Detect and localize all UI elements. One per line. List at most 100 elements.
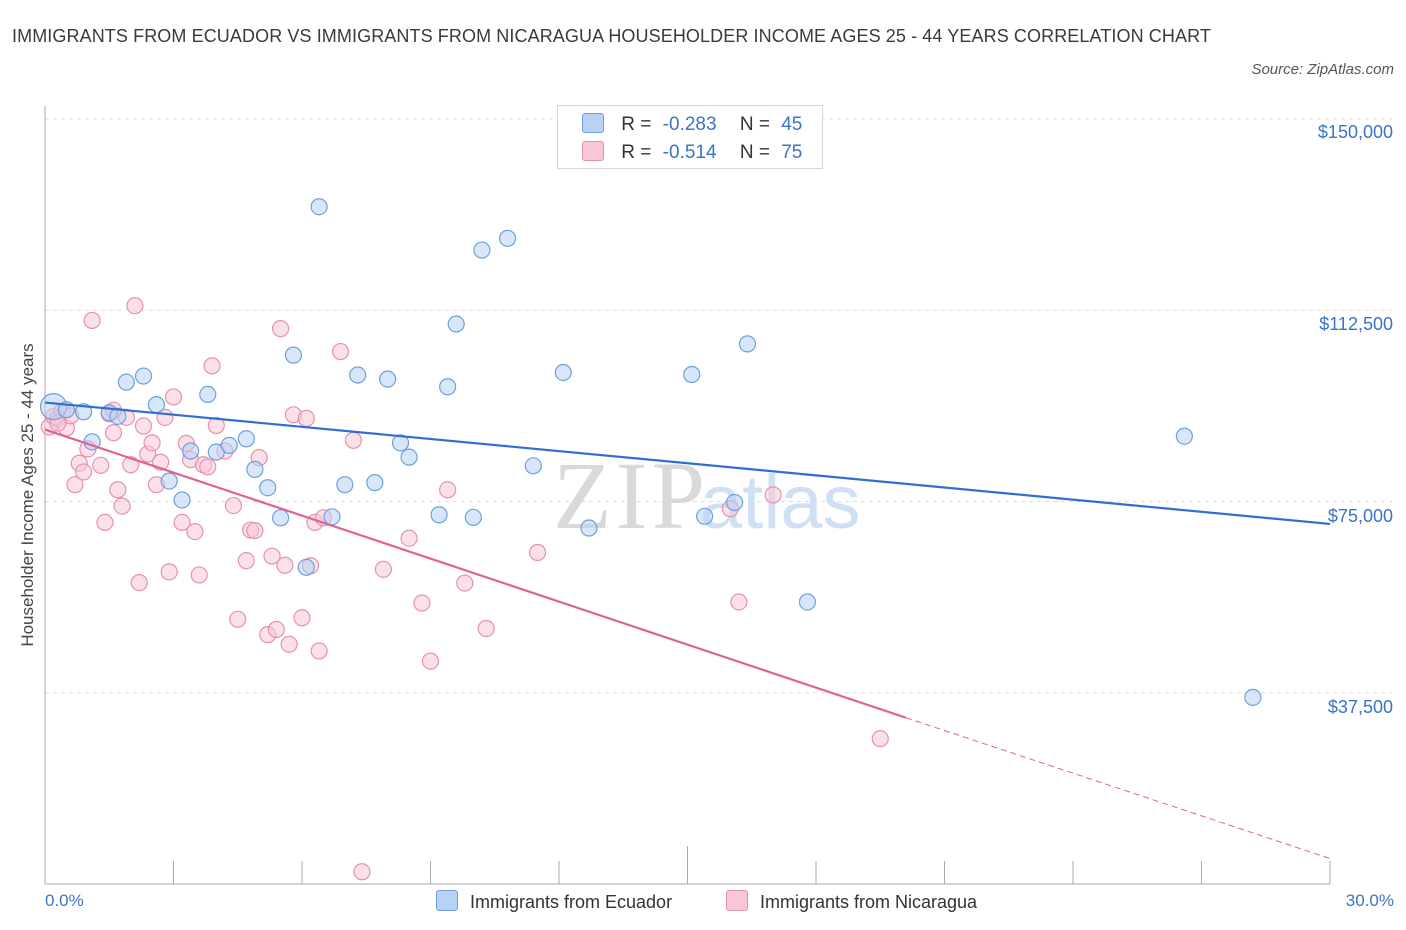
nicaragua-point — [246, 521, 264, 540]
ecuador-point — [366, 474, 384, 492]
y-tick-label: $112,500 — [1319, 314, 1393, 334]
ecuador-point — [220, 436, 238, 454]
ecuador-point — [379, 370, 397, 388]
ecuador-point — [297, 558, 315, 576]
nicaragua-point — [237, 552, 255, 570]
watermark-zip: ZIP — [553, 442, 709, 549]
legend-r-value: -0.514 — [662, 142, 717, 163]
ecuador-point — [464, 508, 482, 526]
ecuador-point — [246, 460, 264, 478]
nicaragua-point — [173, 513, 191, 532]
ecuador-point — [336, 476, 354, 494]
ecuador-point — [400, 448, 418, 466]
ecuador-swatch — [582, 113, 604, 133]
ecuador-point — [271, 509, 290, 527]
legend-r-label: R = — [621, 114, 652, 135]
nicaragua-point — [293, 609, 311, 627]
ecuador-points — [39, 198, 1262, 706]
x-tick-label-max: 30.0% — [1345, 891, 1394, 910]
nicaragua-point — [143, 434, 161, 452]
source-note: Source: ZipAtlas.com — [1251, 61, 1394, 78]
nicaragua-point — [74, 463, 93, 481]
ecuador-point — [447, 315, 465, 333]
nicaragua-point — [164, 388, 183, 406]
ecuador-point — [237, 430, 255, 448]
ecuador-point — [109, 407, 127, 425]
nicaragua-point — [456, 574, 474, 592]
axes — [44, 106, 1331, 885]
nicaragua-point — [134, 417, 153, 435]
ecuador-point — [430, 506, 448, 524]
nicaragua-point — [280, 635, 298, 653]
ecuador-point — [524, 457, 542, 475]
ecuador-legend-swatch — [436, 890, 458, 911]
nicaragua-point — [66, 476, 84, 494]
nicaragua-point — [310, 642, 328, 660]
nicaragua-point — [83, 311, 101, 330]
nicaragua-legend-swatch — [726, 890, 748, 911]
legend-r-value: -0.283 — [662, 114, 717, 135]
nicaragua-point — [109, 481, 127, 499]
ecuador-point — [182, 442, 200, 460]
ecuador-point — [554, 363, 572, 382]
ecuador-point — [683, 365, 701, 384]
ecuador-point — [1175, 427, 1193, 445]
nicaragua-point — [113, 497, 131, 515]
nicaragua-point — [400, 529, 418, 547]
ecuador-point — [323, 508, 341, 526]
nicaragua-point — [353, 863, 371, 881]
nicaragua-point — [122, 456, 140, 474]
ecuador-point — [74, 403, 93, 421]
watermark: ZIP atlas — [553, 442, 861, 549]
nicaragua-point — [263, 547, 281, 565]
nicaragua-point — [871, 730, 889, 748]
ecuador-point — [160, 472, 178, 490]
nicaragua-legend-label: Immigrants from Nicaragua — [760, 892, 978, 912]
gridlines — [45, 118, 1392, 694]
nicaragua-point — [374, 560, 392, 578]
ecuador-point — [580, 519, 598, 537]
ecuador-point — [391, 434, 410, 452]
ecuador-point — [199, 385, 217, 403]
y-axis-label: Householder Income Ages 25 - 44 years — [18, 343, 37, 647]
ecuador-point — [259, 479, 277, 497]
bottom-legend-ecuador: Immigrants from Ecuador — [436, 890, 672, 913]
bottom-legend-nicaragua: Immigrants from Nicaragua — [726, 890, 977, 913]
legend-row-ecuador: R = -0.283 N = 45 — [582, 113, 802, 136]
nicaragua-point — [190, 566, 208, 584]
nicaragua-point — [104, 424, 123, 442]
nicaragua-point — [199, 458, 217, 476]
nicaragua-point — [344, 431, 362, 449]
nicaragua-swatch — [582, 141, 604, 161]
legend-r-label: R = — [621, 142, 652, 163]
ecuador-point — [147, 396, 165, 414]
nicaragua-point — [229, 610, 247, 628]
legend-n-value: 45 — [781, 114, 803, 135]
nicaragua-point — [439, 481, 457, 499]
y-tick-label: $75,000 — [1327, 506, 1393, 526]
legend-n-value: 75 — [781, 142, 803, 163]
nicaragua-points — [40, 297, 889, 881]
ecuador-legend-label: Immigrants from Ecuador — [470, 892, 673, 912]
ecuador-point — [117, 373, 135, 391]
nicaragua-point — [477, 619, 495, 638]
ecuador-point — [499, 229, 517, 247]
nicaragua-point — [271, 320, 290, 338]
nicaragua-point — [207, 416, 225, 435]
nicaragua-trend-line — [44, 428, 907, 719]
legend-n-label: N = — [739, 142, 770, 163]
x-tick-label-min: 0.0% — [45, 891, 84, 910]
ecuador-point — [173, 491, 191, 509]
nicaragua-point — [186, 522, 204, 541]
nicaragua-trend-extension — [905, 717, 1331, 859]
chart-title: IMMIGRANTS FROM ECUADOR VS IMMIGRANTS FR… — [12, 26, 1211, 46]
ecuador-point — [726, 493, 744, 512]
nicaragua-point — [267, 620, 285, 639]
nicaragua-point — [764, 486, 782, 504]
trend-lines — [44, 401, 1331, 859]
nicaragua-point — [96, 513, 114, 532]
nicaragua-point — [297, 409, 315, 427]
nicaragua-point — [126, 297, 144, 315]
ecuador-point — [696, 507, 714, 525]
